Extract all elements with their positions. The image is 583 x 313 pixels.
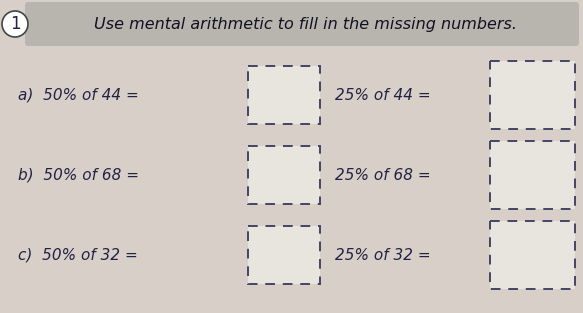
Text: Use mental arithmetic to fill in the missing numbers.: Use mental arithmetic to fill in the mis…	[93, 18, 517, 33]
FancyBboxPatch shape	[490, 141, 575, 209]
Text: 25% of 68 =: 25% of 68 =	[335, 167, 431, 182]
FancyBboxPatch shape	[490, 221, 575, 289]
Text: a)  50% of 44 =: a) 50% of 44 =	[18, 88, 139, 102]
Text: 25% of 44 =: 25% of 44 =	[335, 88, 431, 102]
FancyBboxPatch shape	[248, 226, 320, 284]
Text: b)  50% of 68 =: b) 50% of 68 =	[18, 167, 139, 182]
Circle shape	[2, 11, 28, 37]
FancyBboxPatch shape	[248, 146, 320, 204]
Text: 1: 1	[10, 15, 20, 33]
FancyBboxPatch shape	[248, 66, 320, 124]
FancyBboxPatch shape	[25, 2, 579, 46]
Text: 25% of 32 =: 25% of 32 =	[335, 248, 431, 263]
FancyBboxPatch shape	[490, 61, 575, 129]
Text: c)  50% of 32 =: c) 50% of 32 =	[18, 248, 138, 263]
